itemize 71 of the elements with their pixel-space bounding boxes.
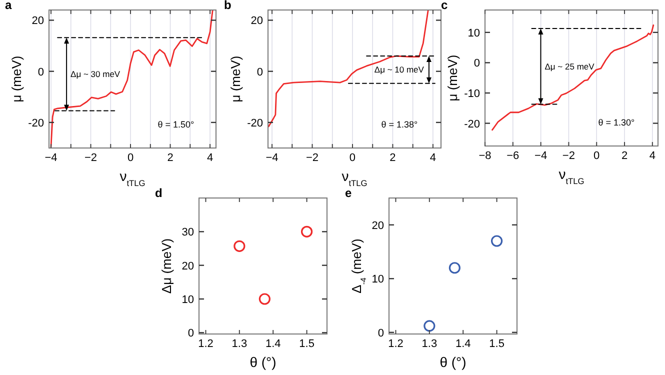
point [424,320,436,332]
line-series [50,10,214,148]
x-tick-label: −4 [266,152,278,164]
y-tick-label: -20 [464,118,480,130]
x-axis-title: ν$_{tTLG}$ [558,166,584,186]
x-axis-title: θ (°) [440,354,466,370]
x-tick-label: −4 [534,150,548,162]
x-tick-label: 1.2 [198,338,214,350]
x-tick-label: −2 [306,152,319,164]
y-axis-title: μ (meV) [445,54,460,102]
x-tick-label: 0 [127,152,134,164]
annotation: Δμ ~ 25 meV [544,61,595,72]
x-tick-label: 2 [390,152,396,164]
x-tick-label: 1.2 [388,338,404,350]
annotation: Δμ ~ 10 meV [374,64,424,75]
y-tick-label: 0 [378,327,384,340]
y-tick-label: 10 [372,274,384,286]
y-tick-label: 0 [474,58,480,70]
y-axis-title: Δμ (meV) [159,238,174,294]
annotation: θ = 1.38° [381,119,418,130]
x-tick-label: −8 [478,150,492,162]
x-tick-label: −4 [44,152,58,164]
point [234,240,246,252]
x-tick-label: 1.4 [265,338,281,350]
x-tick-label: 1.3 [422,338,438,350]
y-tick-label: -20 [28,117,44,130]
y-tick-label: -10 [464,88,480,100]
annotation: θ = 1.50° [158,119,195,130]
x-tick-label: 1.4 [455,338,471,350]
x-tick-label: 4 [206,152,214,164]
x-axis-title: ν$_{tTLG}$ [120,168,146,188]
y-tick-label: 20 [182,260,194,272]
annotation: Δμ ~ 30 meV [70,69,120,80]
y-tick-label: 0 [256,66,263,78]
point [258,293,270,305]
y-tick-label: 10 [182,294,194,306]
y-tick-label: -20 [247,117,263,130]
x-axis-title: θ (°) [250,354,276,370]
annotation: θ = 1.30° [598,118,636,128]
x-tick-label: 1.5 [489,338,504,350]
x-tick-label: 0 [349,152,356,164]
x-tick-label: 2 [621,150,628,162]
x-tick-label: 1.3 [232,338,248,350]
y-tick-label: 20 [372,220,384,232]
chart-title: b [224,0,232,12]
x-tick-label: 4 [430,152,436,164]
chart-title: d [155,186,162,200]
y-tick-label: 30 [182,226,194,239]
x-tick-label: 0 [594,150,600,162]
y-tick-label: 0 [38,66,44,78]
point [490,235,503,247]
y-tick-label: 0 [188,328,194,340]
x-tick-label: 4 [649,150,656,162]
x-tick-label: 1.5 [299,338,314,350]
y-tick-label: 10 [468,27,480,40]
line-series [268,10,429,128]
y-tick-label: 20 [250,15,263,28]
chart-title: c [441,0,448,12]
x-tick-label: −6 [506,150,520,162]
x-tick-label: −2 [562,150,575,162]
x-tick-label: 2 [167,152,174,164]
chart-title: e [345,186,352,200]
y-axis-title: μ (meV) [9,56,24,102]
x-axis-title: ν$_{tTLG}$ [342,168,368,188]
point [300,226,313,238]
line-series [492,24,654,131]
y-tick-label: 20 [32,15,44,28]
point [448,262,460,274]
y-axis-title: μ (meV) [228,56,243,102]
x-tick-label: −2 [84,152,98,164]
chart-title: a [5,0,12,12]
